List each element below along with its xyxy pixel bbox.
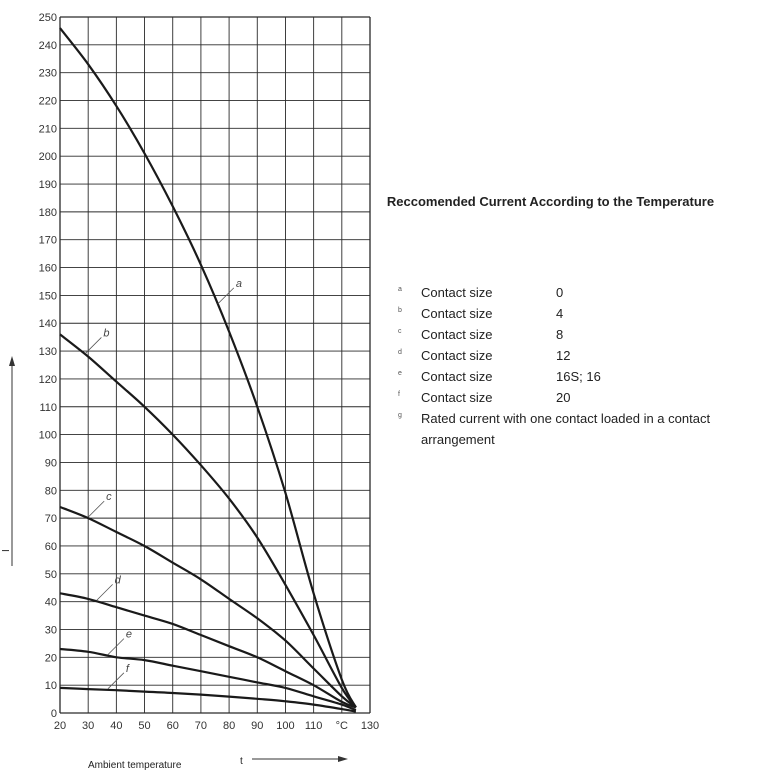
chart-curves <box>59 27 357 713</box>
curve-label-leader <box>107 672 125 690</box>
y-tick-label: 190 <box>39 179 57 191</box>
curve-b <box>59 333 357 709</box>
y-tick-label: 70 <box>45 513 57 525</box>
y-tick-label: 0 <box>51 708 57 720</box>
y-tick-label: 120 <box>39 374 57 386</box>
curve-labels: a b c d e f <box>85 278 242 690</box>
y-tick-label: 150 <box>39 290 57 302</box>
legend-item-letter: d <box>398 349 402 356</box>
chart-grid <box>59 16 371 714</box>
y-tick-label: 60 <box>45 541 57 553</box>
x-tick-label: 50 <box>138 720 150 732</box>
curve-label-e: e <box>126 629 132 641</box>
y-tick-label: 10 <box>45 680 57 692</box>
curve-c <box>59 505 357 709</box>
legend-item-size: 4 <box>556 306 564 321</box>
legend-item-letter: c <box>398 328 402 335</box>
y-axis-ticks: 0 10 20 30 40 50 60 70 80 90 100 110 120 130 140 150 160… <box>39 12 57 720</box>
legend-item-letter: f <box>398 391 400 398</box>
y-tick-label: 140 <box>39 318 57 330</box>
x-tick-label: 100 <box>276 720 294 732</box>
x-tick-label: 60 <box>167 720 179 732</box>
legend-item-letter: a <box>398 286 402 293</box>
legend-item: c Contact size 8 <box>398 324 766 345</box>
y-tick-label: 40 <box>45 597 57 609</box>
legend-note: g Rated current with one contact loaded i… <box>398 408 766 450</box>
legend-item: b Contact size 4 <box>398 303 766 324</box>
curve-label-leader <box>96 584 113 601</box>
curve-label-f: f <box>126 663 130 675</box>
curve-label-c: c <box>106 491 112 503</box>
curve-label-leader <box>107 638 125 655</box>
y-tick-label: 130 <box>39 346 57 358</box>
x-tick-label: 130 <box>361 720 379 732</box>
x-axis-label: Ambient temperature <box>88 760 182 771</box>
legend-item-label: Contact size <box>421 327 493 342</box>
x-tick-label: 40 <box>110 720 122 732</box>
x-tick-label: 70 <box>195 720 207 732</box>
x-tick-label: °C <box>336 720 348 732</box>
y-tick-label: 30 <box>45 624 57 636</box>
curve-d <box>59 592 357 709</box>
x-tick-label: 20 <box>54 720 66 732</box>
y-tick-label: 250 <box>39 12 57 24</box>
y-tick-label: 90 <box>45 457 57 469</box>
curve-label-b: b <box>103 327 109 339</box>
x-tick-label: 90 <box>251 720 263 732</box>
legend-item-label: Contact size <box>421 369 493 384</box>
legend-item-size: 20 <box>556 390 571 405</box>
x-axis-symbol: t <box>240 756 243 767</box>
x-axis-arrow <box>252 756 348 762</box>
legend-item: d Contact size 12 <box>398 345 766 366</box>
y-tick-label: 160 <box>39 263 57 275</box>
y-tick-label: 220 <box>39 96 57 108</box>
x-tick-label: 110 <box>305 720 323 732</box>
y-axis-arrow <box>9 356 15 566</box>
legend-item-label: Contact size <box>421 348 493 363</box>
y-tick-label: 50 <box>45 569 57 581</box>
curve-f <box>59 686 357 713</box>
curve-label-leader <box>217 287 235 305</box>
legend-item-label: Contact size <box>421 306 493 321</box>
y-tick-label: 170 <box>39 235 57 247</box>
x-axis-ticks: 20 30 40 50 60 70 80 90 100 110 °C 130 <box>54 720 379 732</box>
legend-item: a Contact size 0 <box>398 282 766 303</box>
curve-a <box>59 27 357 708</box>
y-tick-label: 110 <box>39 402 57 414</box>
legend-item: e Contact size 16S; 16 <box>398 366 766 387</box>
curve-e <box>59 647 357 712</box>
y-tick-label: 230 <box>39 68 57 80</box>
legend-note-text: Rated current with one contact loaded in… <box>421 411 711 447</box>
legend-item-size: 0 <box>556 285 564 300</box>
y-tick-label: 210 <box>39 123 57 135</box>
y-tick-label: 240 <box>39 40 57 52</box>
y-tick-label: 100 <box>39 430 57 442</box>
legend-item-label: Contact size <box>421 285 493 300</box>
y-tick-label: 20 <box>45 652 57 664</box>
legend-item: f Contact size 20 <box>398 387 766 408</box>
legend-item-letter: b <box>398 307 402 314</box>
curve-label-leader <box>87 500 105 518</box>
curve-label-d: d <box>115 574 122 586</box>
legend-item-size: 12 <box>556 348 571 363</box>
legend: a Contact size 0 b Contact size 4 c Contact siz… <box>398 282 766 450</box>
legend-item-size: 16S; 16 <box>556 369 601 384</box>
legend-note-letter: g <box>398 412 402 419</box>
x-tick-label: 80 <box>223 720 235 732</box>
legend-item-letter: e <box>398 370 402 377</box>
y-tick-label: 200 <box>39 151 57 163</box>
legend-item-label: Contact size <box>421 390 493 405</box>
y-tick-label: 180 <box>39 207 57 219</box>
legend-item-size: 8 <box>556 327 564 342</box>
curve-label-a: a <box>236 278 242 290</box>
y-axis-symbol: I <box>1 549 12 552</box>
x-tick-label: 30 <box>82 720 94 732</box>
y-tick-label: 80 <box>45 485 57 497</box>
curve-label-leader <box>85 337 102 354</box>
legend-title: Reccomended Current According to the Tem… <box>386 194 715 209</box>
